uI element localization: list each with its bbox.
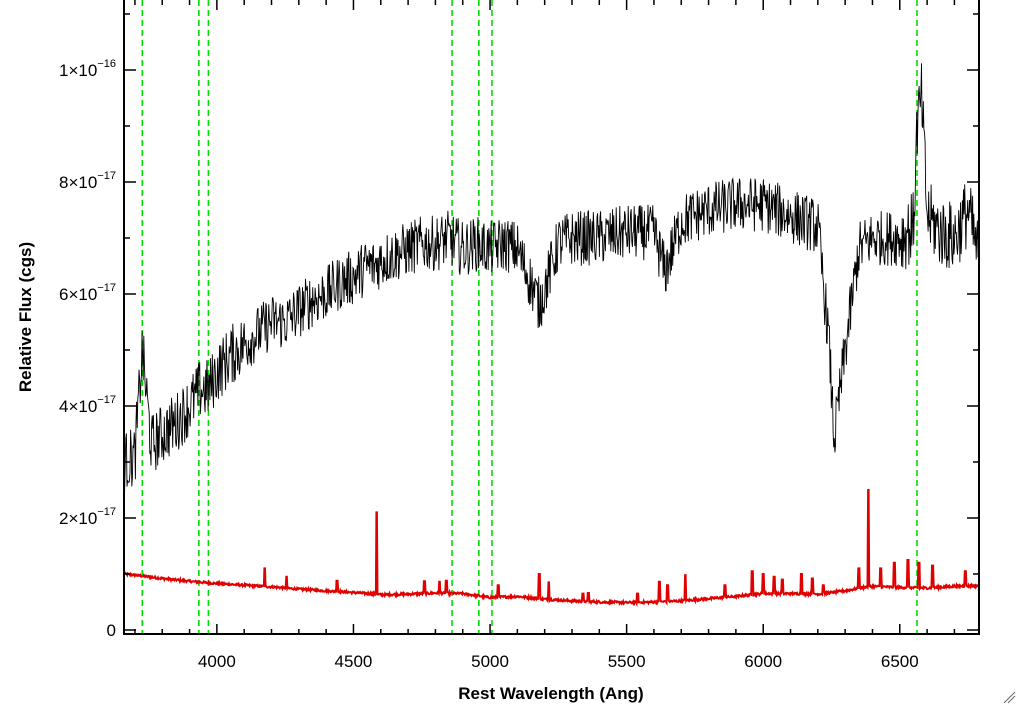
x-tick-label: 5000 [471, 652, 509, 671]
x-axis-title: Rest Wavelength (Ang) [458, 684, 643, 703]
reference-lines [141, 0, 918, 634]
y-tick-label: 1×10−16 [59, 58, 116, 80]
y-tick-label: 2×10−17 [59, 506, 116, 528]
resize-grip-icon[interactable] [1002, 690, 1016, 704]
y-tick-label: 4×10−17 [59, 394, 116, 416]
x-tick-label: 4500 [335, 652, 373, 671]
error-spectrum-line [124, 489, 979, 608]
y-tick-label: 8×10−17 [59, 170, 116, 192]
y-tick-label: 0 [107, 621, 116, 640]
y-tick-label: 6×10−17 [59, 282, 116, 304]
y-axis-title: Relative Flux (cgs) [16, 242, 35, 392]
x-tick-label: 4000 [198, 652, 236, 671]
x-tick-label: 5500 [608, 652, 646, 671]
x-tick-label: 6500 [881, 652, 919, 671]
spectrum-line [124, 63, 979, 492]
axis-ticks [124, 0, 979, 634]
x-tick-label: 6000 [744, 652, 782, 671]
series-layer [124, 63, 979, 608]
plot-frame [123, 0, 980, 635]
tick-labels: 4000 4500 5000 5500 6000 6500 0 2×10−17 4×10−17 6… [59, 58, 919, 671]
